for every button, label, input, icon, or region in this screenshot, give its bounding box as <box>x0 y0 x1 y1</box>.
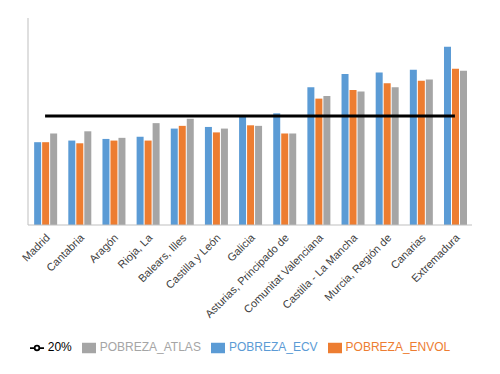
svg-text:Castilla - La Mancha: Castilla - La Mancha <box>280 231 360 311</box>
svg-text:Canarias: Canarias <box>388 231 428 272</box>
svg-text:Galicia: Galicia <box>225 231 258 264</box>
svg-text:Aragón: Aragón <box>87 231 121 265</box>
html-text:POBREZA_ECV: POBREZA_ECV <box>228 340 318 354</box>
svg-text:Asturias, Principado de: Asturias, Principado de <box>202 231 292 320</box>
svg-text:Comunitat Valenciana: Comunitat Valenciana <box>241 231 326 316</box>
svg-text:Madrid: Madrid <box>20 231 52 263</box>
svg-text:Balears, Illes: Balears, Illes <box>135 231 189 285</box>
svg-text:Castilla y León: Castilla y León <box>163 231 223 291</box>
svg-text:Extremadura: Extremadura <box>409 231 463 285</box>
svg-text:Murcia, Región de: Murcia, Región de <box>322 231 394 303</box>
html-text:POBREZA_ATLAS: POBREZA_ATLAS <box>99 340 201 354</box>
svg-text:Rioja, La: Rioja, La <box>115 231 155 271</box>
html-text:20%: 20% <box>47 340 72 354</box>
svg-text:Cantabria: Cantabria <box>44 231 87 274</box>
html-text:POBREZA_ENVOL: POBREZA_ENVOL <box>345 340 451 354</box>
